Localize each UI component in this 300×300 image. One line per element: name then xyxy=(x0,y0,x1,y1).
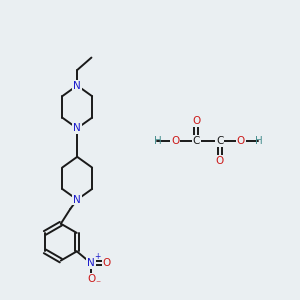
Text: C: C xyxy=(192,136,200,146)
Text: O: O xyxy=(216,156,224,166)
Text: O: O xyxy=(102,258,111,268)
Text: H: H xyxy=(255,136,262,146)
Text: +: + xyxy=(94,252,101,261)
Text: ⁻: ⁻ xyxy=(95,279,100,289)
Text: O: O xyxy=(171,136,179,146)
Text: N: N xyxy=(73,123,81,133)
Text: N: N xyxy=(73,195,81,205)
Text: O: O xyxy=(192,116,200,126)
Text: H: H xyxy=(154,136,161,146)
Text: O: O xyxy=(236,136,245,146)
Text: C: C xyxy=(216,136,224,146)
Text: O: O xyxy=(87,274,95,284)
Text: N: N xyxy=(73,80,81,91)
Text: N: N xyxy=(87,258,95,268)
